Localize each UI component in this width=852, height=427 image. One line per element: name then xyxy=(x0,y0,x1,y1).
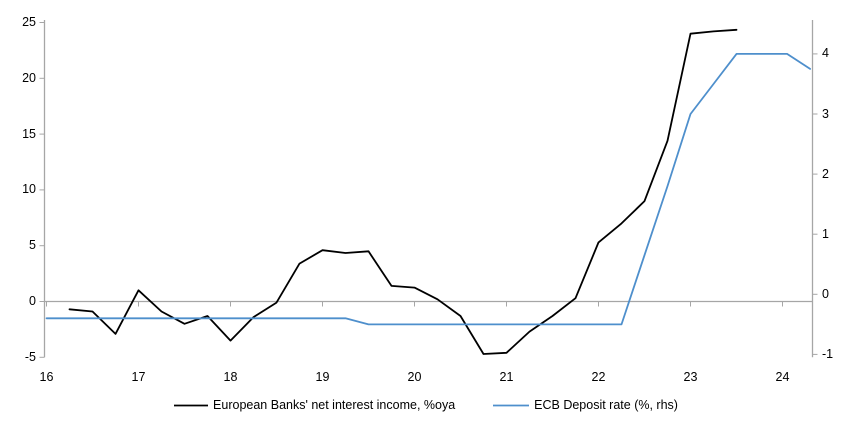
left-axis-tick-label: 0 xyxy=(29,294,36,308)
left-axis-tick-label: 15 xyxy=(22,126,36,141)
left-axis-tick-label: 5 xyxy=(29,238,36,253)
left-axis-tick-label: -5 xyxy=(24,349,36,364)
right-axis-tick-label: 1 xyxy=(822,226,829,241)
left-axis-tick-label: 25 xyxy=(22,15,36,29)
legend-item-nii: European Banks' net interest income, %oy… xyxy=(174,398,455,412)
legend-label-deposit-rate: ECB Deposit rate (%, rhs) xyxy=(534,398,678,412)
legend: European Banks' net interest income, %oy… xyxy=(0,393,852,417)
deposit-rate-line-swatch xyxy=(493,404,530,406)
right-axis-tick-label: 2 xyxy=(822,166,829,181)
right-axis-tick-label: -1 xyxy=(822,346,834,361)
legend-item-deposit-rate: ECB Deposit rate (%, rhs) xyxy=(493,398,678,412)
x-axis-tick-label: 23 xyxy=(683,369,698,384)
x-axis-tick-label: 16 xyxy=(39,369,54,384)
right-axis-tick-label: 4 xyxy=(822,46,829,61)
right-axis-tick-label: 3 xyxy=(822,106,829,121)
left-axis-tick-label: 20 xyxy=(22,70,36,85)
x-axis-tick-label: 22 xyxy=(591,369,606,384)
legend-label-nii: European Banks' net interest income, %oy… xyxy=(213,398,456,412)
deposit-rate-line xyxy=(45,53,811,326)
x-axis-tick-label: 20 xyxy=(407,369,422,384)
x-axis-tick-label: 19 xyxy=(315,369,330,384)
nii-line-swatch xyxy=(174,404,209,406)
x-axis-tick-label: 17 xyxy=(131,369,146,384)
x-axis-tick-label: 24 xyxy=(775,369,790,384)
x-axis-tick-label: 18 xyxy=(223,369,238,384)
nii-line xyxy=(68,28,738,355)
left-axis-tick-label: 10 xyxy=(22,182,36,197)
x-axis-tick-label: 21 xyxy=(499,369,514,384)
right-axis-tick-label: 0 xyxy=(822,286,829,301)
